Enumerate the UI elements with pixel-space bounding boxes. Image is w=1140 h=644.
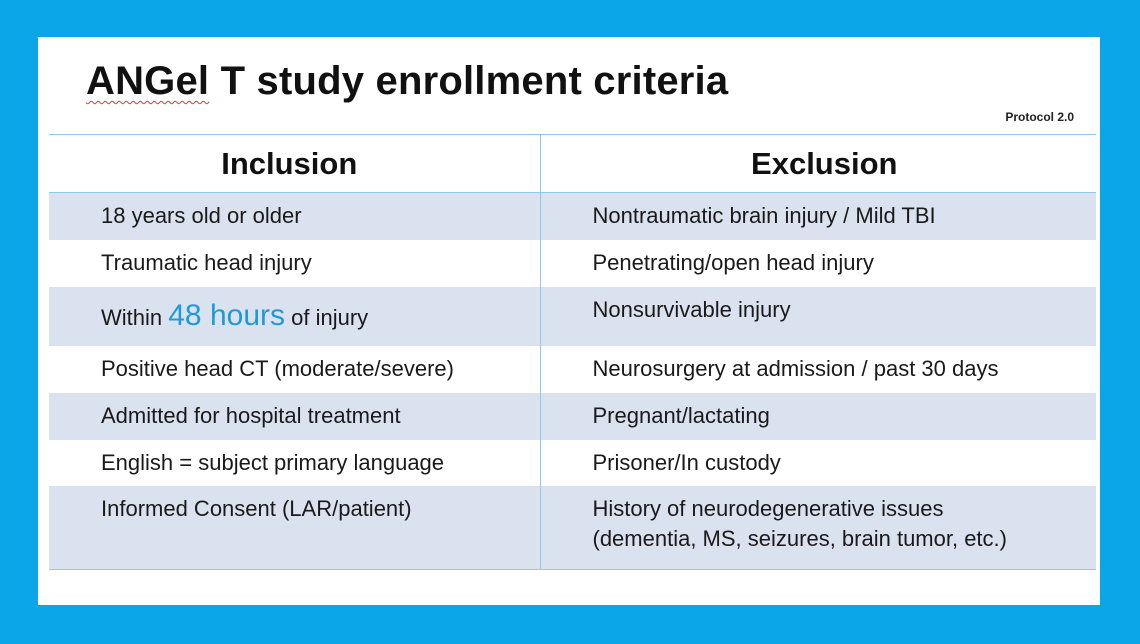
exclusion-cell: History of neurodegenerative issues (deme…: [540, 485, 1096, 570]
exclusion-cell: Penetrating/open head injury: [592, 249, 874, 275]
table-header-row: Inclusion Exclusion: [49, 134, 1096, 193]
exclusion-cell: Nonsurvivable injury: [540, 286, 1096, 346]
inclusion-text-post: of injury: [285, 305, 369, 330]
exclusion-line-1: History of neurodegenerative issues: [592, 495, 944, 521]
inclusion-cell: Positive head CT (moderate/severe): [49, 345, 541, 393]
exclusion-line-2: (dementia, MS, seizures, brain tumor, et…: [592, 526, 1008, 552]
inclusion-highlight: 48 hours: [168, 299, 285, 332]
table-row: 18 years old or older Nontraumatic brain…: [49, 192, 1096, 240]
table-row: Positive head CT (moderate/severe) Neuro…: [49, 345, 1096, 393]
exclusion-cell: Neurosurgery at admission / past 30 days: [592, 355, 999, 381]
title-rest: T study enrollment criteria: [209, 59, 729, 103]
inclusion-header: Inclusion: [49, 134, 541, 193]
title-word-spellcheck: ANGel: [86, 59, 210, 103]
exclusion-cell: Nontraumatic brain injury / Mild TBI: [540, 192, 1096, 240]
exclusion-cell: Pregnant/lactating: [540, 392, 1096, 440]
table-row: English = subject primary language Priso…: [49, 439, 1096, 486]
table-row: Traumatic head injury Penetrating/open h…: [49, 239, 1096, 287]
inclusion-cell: Within 48 hours of injury: [49, 286, 541, 346]
inclusion-cell: Admitted for hospital treatment: [49, 392, 541, 440]
table-row: Within 48 hours of injury Nonsurvivable …: [49, 286, 1096, 346]
slide: ANGel T study enrollment criteria Protoc…: [38, 37, 1100, 605]
inclusion-text-pre: Within: [101, 305, 169, 330]
table-row: Admitted for hospital treatment Pregnant…: [49, 392, 1096, 440]
protocol-label: Protocol 2.0: [1005, 110, 1074, 124]
criteria-table: Inclusion Exclusion 18 years old or olde…: [49, 134, 1096, 570]
exclusion-cell: Prisoner/In custody: [592, 449, 781, 475]
inclusion-cell: Informed Consent (LAR/patient): [49, 485, 541, 570]
inclusion-cell: English = subject primary language: [49, 439, 541, 486]
slide-title: ANGel T study enrollment criteria: [86, 59, 728, 104]
table-row: Informed Consent (LAR/patient) History o…: [49, 485, 1096, 570]
inclusion-cell: Traumatic head injury: [49, 239, 541, 287]
inclusion-cell: 18 years old or older: [49, 192, 541, 240]
exclusion-header: Exclusion: [540, 134, 1096, 193]
